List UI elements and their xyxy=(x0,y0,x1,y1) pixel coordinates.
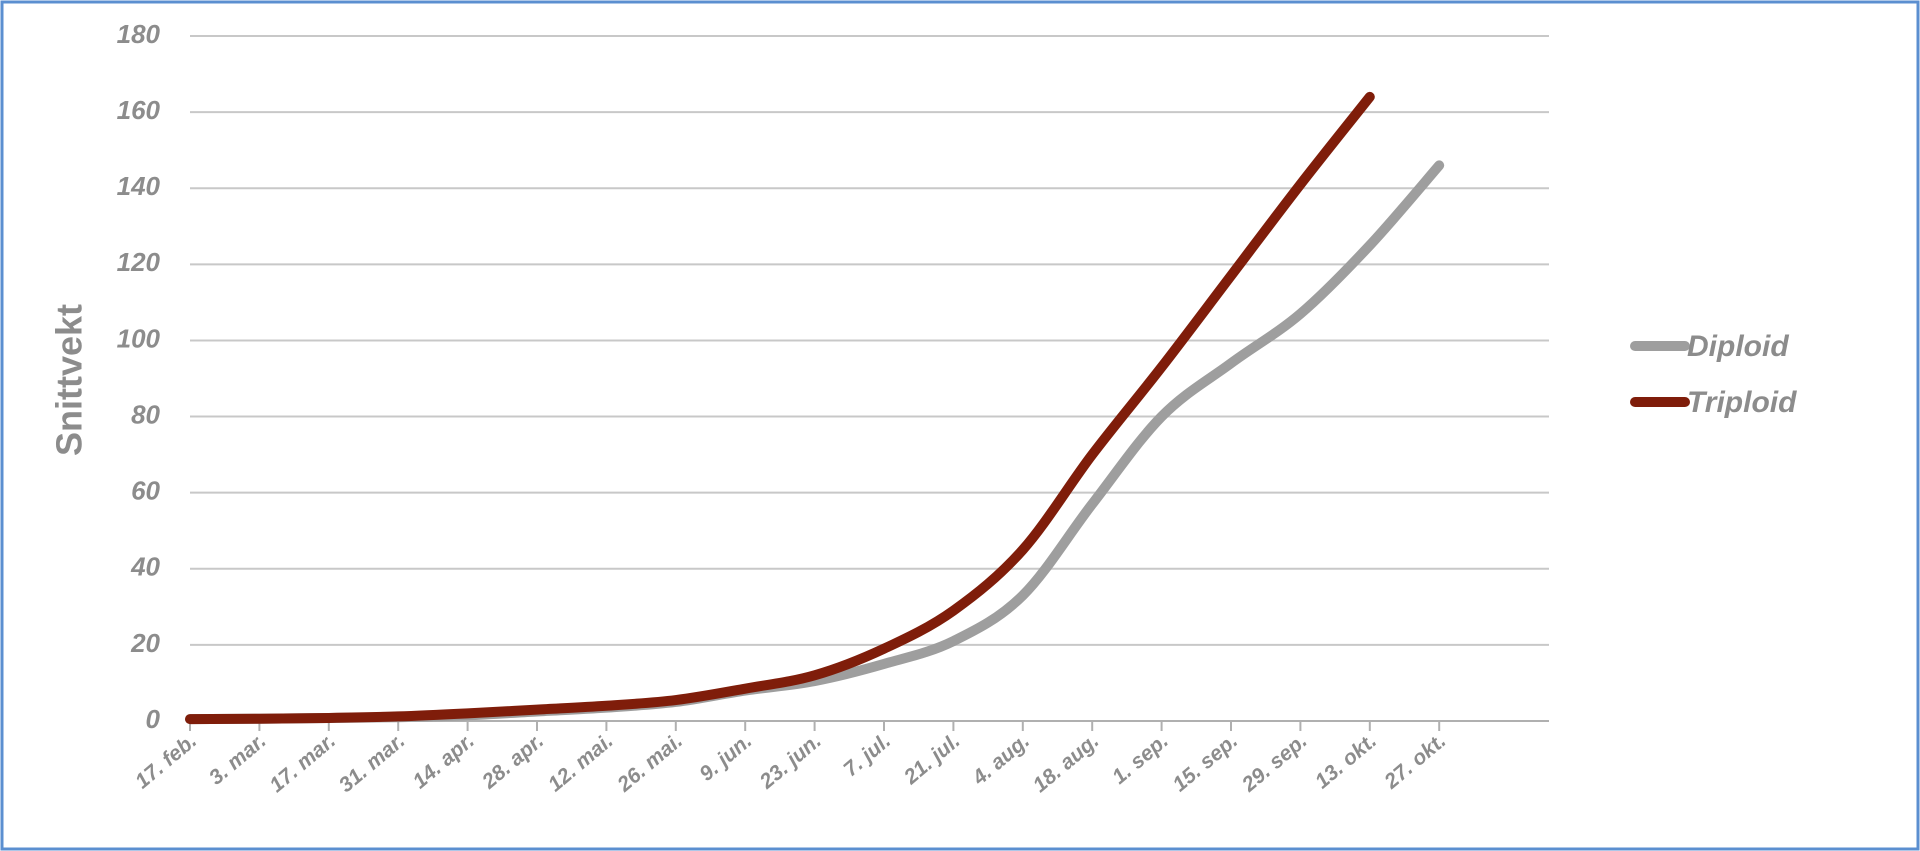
legend-label: Triploid xyxy=(1687,386,1797,419)
y-tick-label: 140 xyxy=(117,171,161,201)
legend-label: Diploid xyxy=(1687,330,1789,363)
y-tick-label: 20 xyxy=(130,628,160,658)
y-tick-label: 120 xyxy=(117,247,161,277)
y-tick-label: 80 xyxy=(131,399,160,429)
y-tick-label: 40 xyxy=(130,552,160,582)
series-line xyxy=(185,91,1375,725)
y-tick-label: 160 xyxy=(117,95,161,125)
y-tick-label: 0 xyxy=(146,704,161,734)
y-axis-title: Snittvekt xyxy=(49,304,90,456)
y-tick-label: 180 xyxy=(117,19,161,49)
y-tick-label: 100 xyxy=(117,323,161,353)
y-tick-label: 60 xyxy=(131,476,160,506)
